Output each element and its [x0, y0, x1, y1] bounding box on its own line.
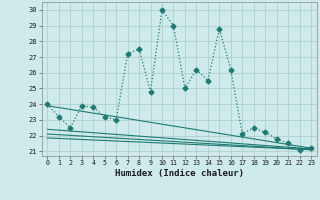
X-axis label: Humidex (Indice chaleur): Humidex (Indice chaleur) — [115, 169, 244, 178]
